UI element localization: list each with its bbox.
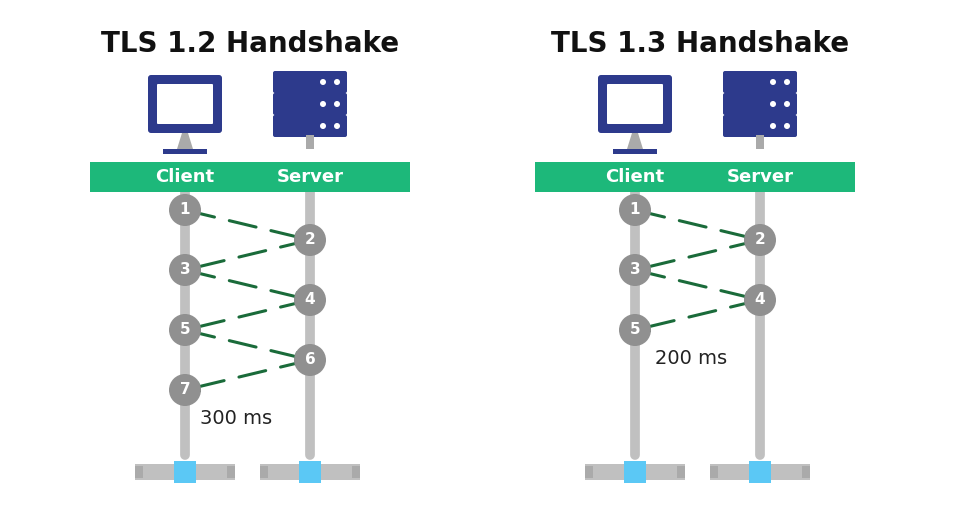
Ellipse shape (294, 344, 326, 376)
Bar (624, 461, 646, 483)
Text: 2: 2 (304, 232, 316, 247)
FancyBboxPatch shape (723, 115, 797, 137)
Bar (749, 461, 771, 483)
FancyBboxPatch shape (273, 71, 347, 93)
Text: 5: 5 (630, 323, 640, 337)
Ellipse shape (619, 254, 651, 286)
Bar (306, 135, 314, 149)
Bar (135, 466, 143, 478)
Ellipse shape (744, 284, 776, 316)
Bar (163, 149, 207, 154)
Ellipse shape (784, 123, 790, 129)
Ellipse shape (770, 79, 776, 85)
Bar (710, 466, 718, 478)
Bar (135, 464, 235, 480)
Text: 4: 4 (755, 292, 765, 308)
Bar (756, 135, 764, 149)
Ellipse shape (294, 224, 326, 256)
Ellipse shape (320, 123, 326, 129)
Text: TLS 1.2 Handshake: TLS 1.2 Handshake (101, 30, 399, 58)
Bar (677, 466, 685, 478)
Text: 3: 3 (180, 263, 190, 278)
Ellipse shape (619, 194, 651, 226)
Bar (802, 466, 810, 478)
Text: TLS 1.3 Handshake: TLS 1.3 Handshake (551, 30, 849, 58)
Bar (227, 466, 235, 478)
Ellipse shape (169, 314, 201, 346)
Bar (710, 464, 810, 480)
Bar (260, 464, 360, 480)
FancyBboxPatch shape (723, 71, 797, 93)
Ellipse shape (784, 79, 790, 85)
Text: 7: 7 (180, 382, 190, 397)
Ellipse shape (320, 101, 326, 107)
FancyBboxPatch shape (273, 115, 347, 137)
Bar (299, 461, 321, 483)
Bar (585, 466, 593, 478)
Bar (174, 461, 196, 483)
Ellipse shape (770, 101, 776, 107)
Ellipse shape (334, 101, 340, 107)
Bar (613, 149, 657, 154)
Bar (585, 464, 685, 480)
Polygon shape (627, 133, 643, 149)
Text: 6: 6 (304, 352, 316, 368)
Text: 300 ms: 300 ms (200, 409, 272, 428)
Bar (352, 466, 360, 478)
Text: 200 ms: 200 ms (655, 348, 727, 368)
FancyBboxPatch shape (607, 84, 663, 124)
FancyBboxPatch shape (273, 93, 347, 115)
Text: 4: 4 (304, 292, 315, 308)
Ellipse shape (334, 79, 340, 85)
Ellipse shape (169, 254, 201, 286)
Text: Server: Server (276, 168, 344, 186)
Text: Client: Client (606, 168, 664, 186)
FancyBboxPatch shape (598, 75, 672, 133)
Bar (260, 466, 268, 478)
Text: Server: Server (727, 168, 794, 186)
FancyBboxPatch shape (157, 84, 213, 124)
Ellipse shape (770, 123, 776, 129)
Text: 5: 5 (180, 323, 190, 337)
FancyBboxPatch shape (723, 93, 797, 115)
Text: 2: 2 (755, 232, 765, 247)
Ellipse shape (619, 314, 651, 346)
Ellipse shape (334, 123, 340, 129)
Bar (535, 162, 855, 192)
Text: 1: 1 (180, 203, 190, 218)
Text: Client: Client (156, 168, 215, 186)
Ellipse shape (744, 224, 776, 256)
Ellipse shape (784, 101, 790, 107)
Text: 3: 3 (630, 263, 640, 278)
Polygon shape (177, 133, 193, 149)
Ellipse shape (169, 374, 201, 406)
Ellipse shape (169, 194, 201, 226)
Text: 1: 1 (630, 203, 640, 218)
FancyBboxPatch shape (148, 75, 222, 133)
Ellipse shape (294, 284, 326, 316)
Ellipse shape (320, 79, 326, 85)
Bar (90, 162, 410, 192)
